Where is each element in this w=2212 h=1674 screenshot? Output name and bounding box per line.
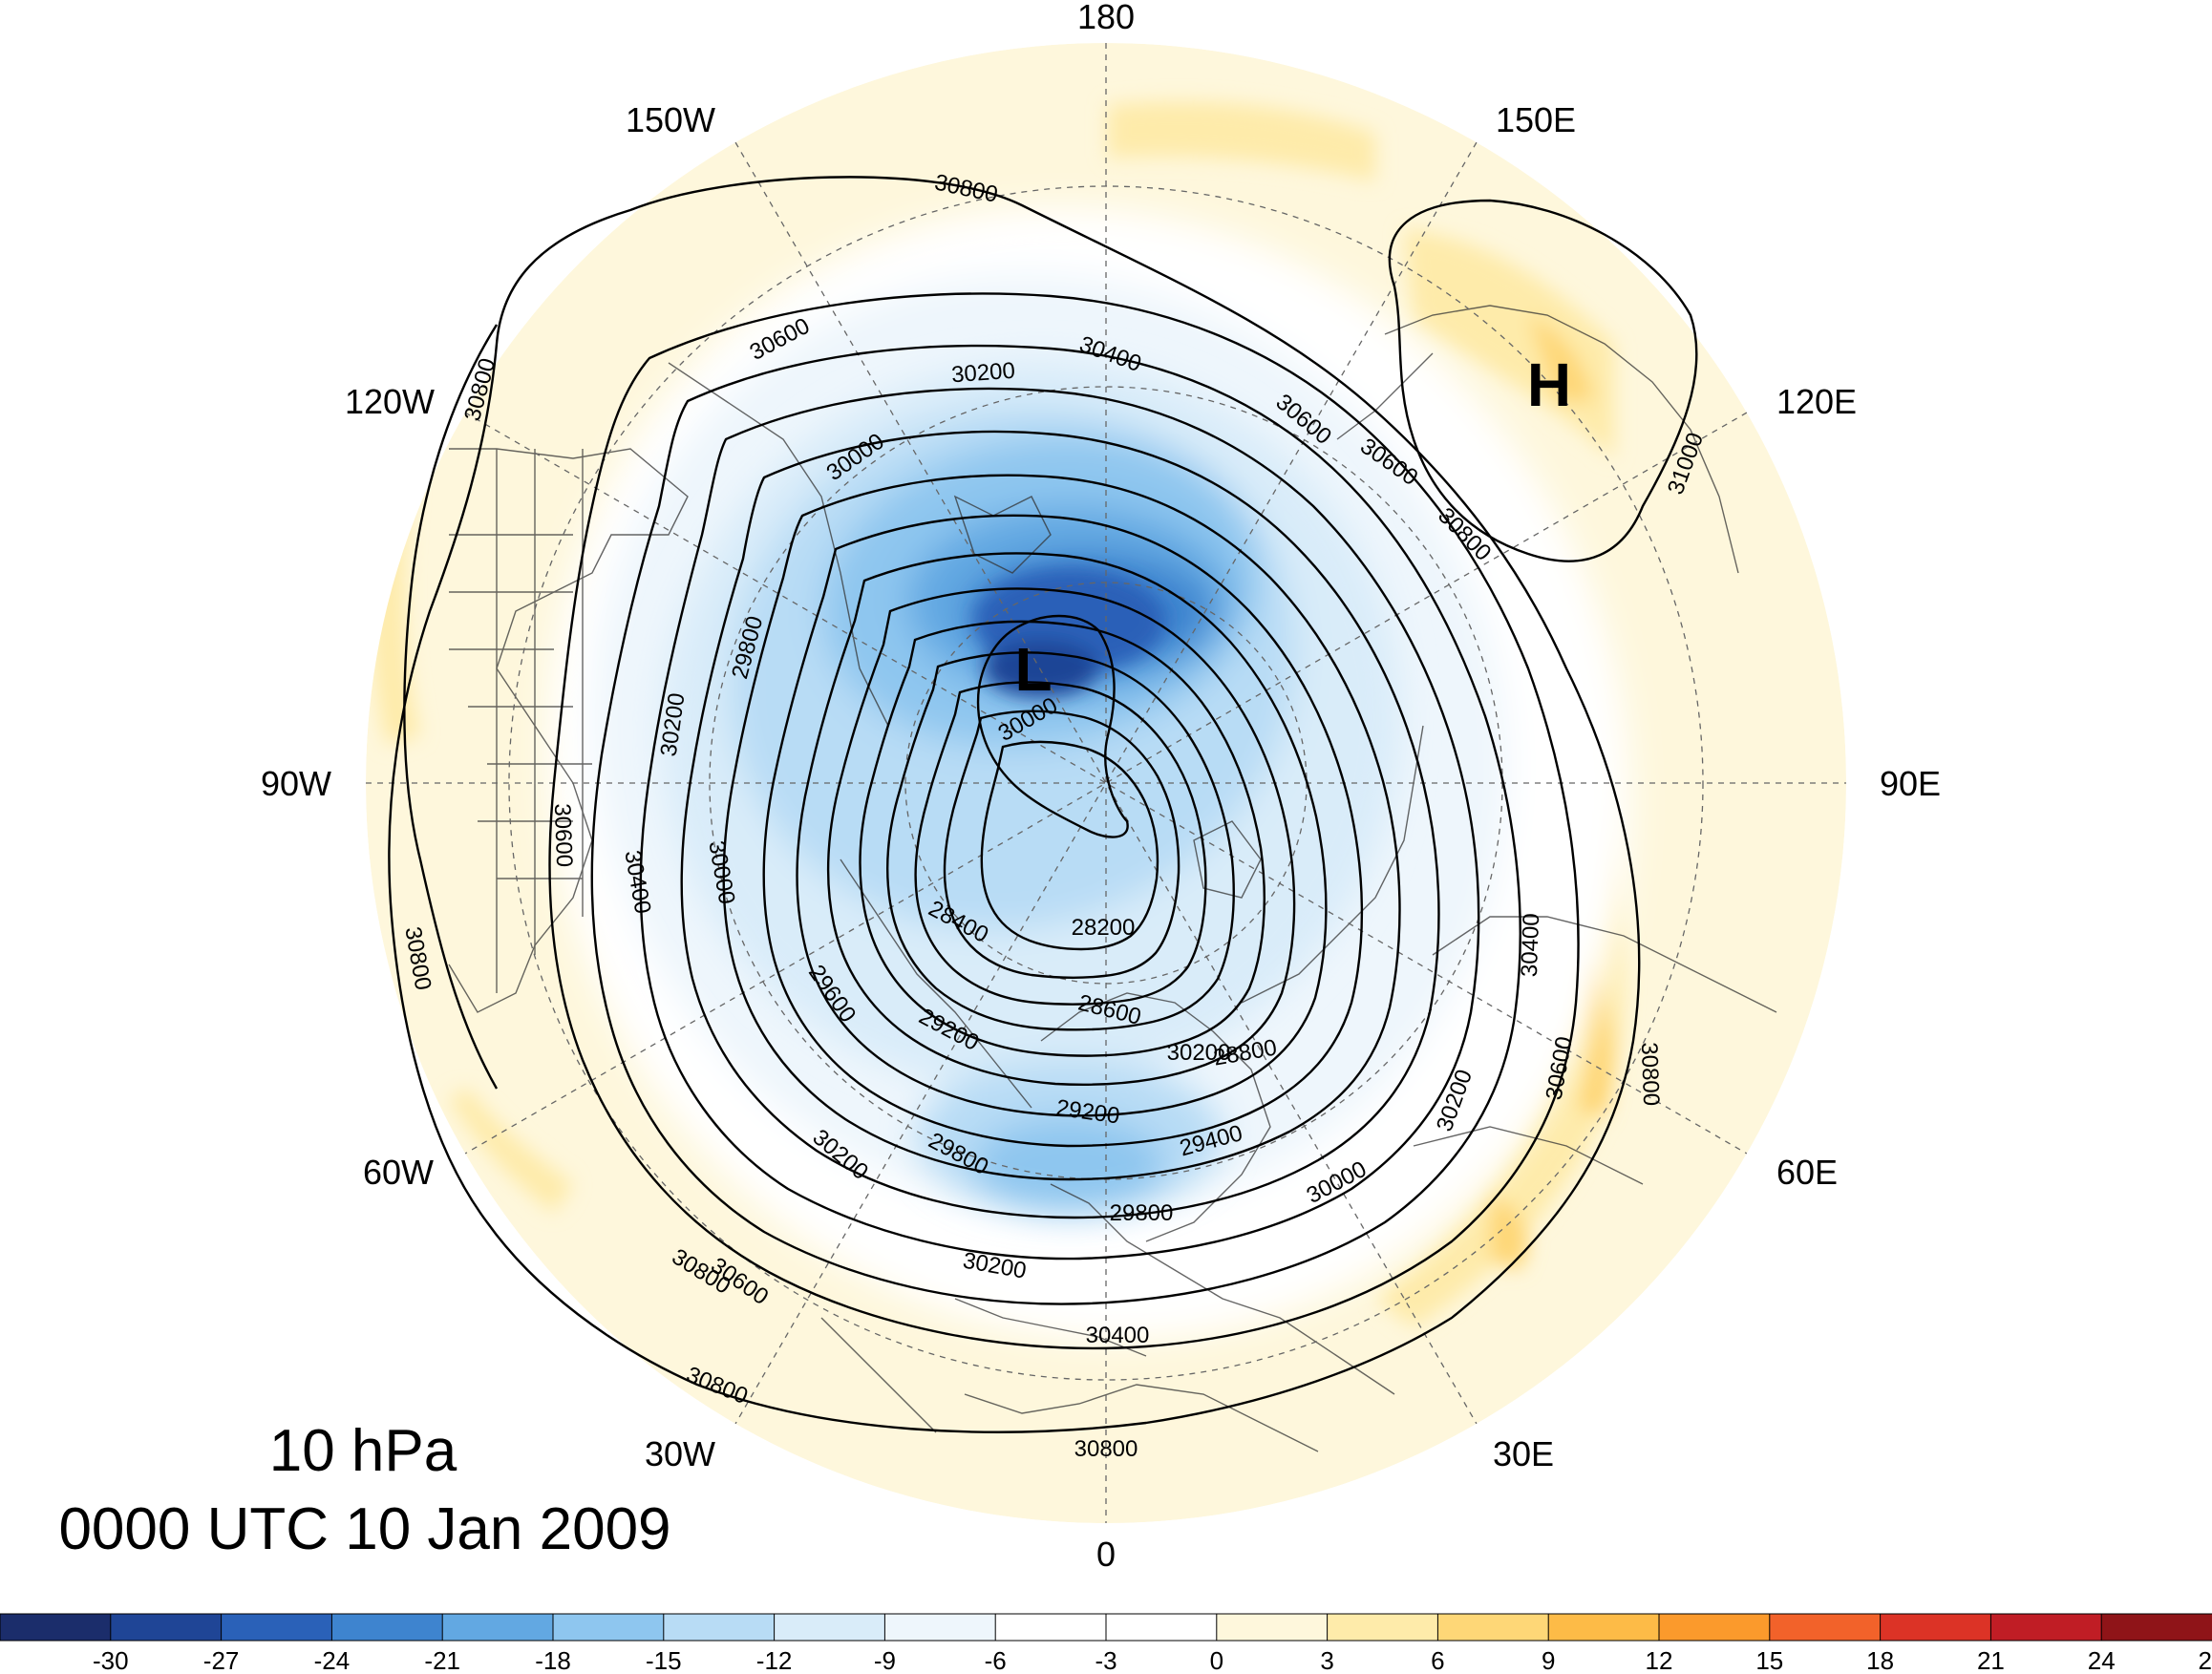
contour-29600 bbox=[762, 514, 1364, 1148]
colorbar-swatch bbox=[0, 1613, 112, 1642]
contour-label: 30600 bbox=[549, 803, 577, 868]
colorbar-tick-label: -12 bbox=[756, 1646, 793, 1674]
colorbar: -30 -27 -24 -21 -18 -15 -12 -9 -6 -3 0 3 6 9 12 15 18 21 2… bbox=[0, 1613, 2212, 1674]
contour-28400 bbox=[943, 710, 1180, 980]
colorbar-tick-label: 27 bbox=[2199, 1646, 2212, 1674]
contour-30800-left bbox=[403, 324, 499, 1090]
contour-31000-high bbox=[1388, 199, 1698, 562]
lon-label-120w: 120W bbox=[345, 382, 435, 421]
contour-30400 bbox=[590, 344, 1521, 1305]
colorbar-tick-label: 9 bbox=[1542, 1646, 1555, 1674]
colorbar-tick-label: 0 bbox=[1210, 1646, 1223, 1674]
colorbar-swatch bbox=[110, 1613, 223, 1642]
coastlines bbox=[448, 305, 1777, 1452]
colorbar-swatch bbox=[1105, 1613, 1218, 1642]
colorbar-swatch bbox=[221, 1613, 333, 1642]
colorbar-tick-label: 24 bbox=[2088, 1646, 2116, 1674]
colorbar-swatch bbox=[1880, 1613, 1992, 1642]
colorbar-swatch bbox=[1547, 1613, 1660, 1642]
colorbar-tick-label: 12 bbox=[1646, 1646, 1673, 1674]
colorbar-tick-label: -21 bbox=[424, 1646, 460, 1674]
contour-label: 30200 bbox=[950, 358, 1015, 389]
temperature-anomaly-shading bbox=[366, 43, 1846, 1523]
contour-label: 30800 bbox=[1636, 1042, 1664, 1107]
contour-28600 bbox=[914, 681, 1207, 1006]
colorbar-swatch bbox=[1327, 1613, 1439, 1642]
lon-label-120e: 120E bbox=[1776, 382, 1857, 421]
longitude-labels: 180 150E 120E 90E 60E 30E 0 30W 60W 90W … bbox=[261, 0, 1941, 1574]
colorbar-tick-label: 3 bbox=[1320, 1646, 1333, 1674]
low-center-label: L bbox=[1014, 635, 1052, 704]
colorbar-swatch bbox=[330, 1613, 444, 1642]
contour-label: 29800 bbox=[1110, 1200, 1174, 1226]
lon-label-30e: 30E bbox=[1493, 1434, 1554, 1473]
contour-label: 30400 bbox=[1517, 913, 1544, 978]
colorbar-swatch bbox=[2100, 1613, 2212, 1642]
contour-label: 30800 bbox=[1074, 1436, 1138, 1462]
contour-30600 bbox=[548, 292, 1580, 1350]
valid-time-title: 0000 UTC 10 Jan 2009 bbox=[58, 1496, 670, 1562]
lon-label-90e: 90E bbox=[1880, 764, 1941, 803]
contour-30200 bbox=[639, 387, 1480, 1261]
contour-28200 bbox=[980, 740, 1159, 951]
pressure-level-title: 10 hPa bbox=[269, 1418, 457, 1484]
lon-label-150e: 150E bbox=[1496, 100, 1576, 139]
lon-label-0: 0 bbox=[1096, 1535, 1116, 1574]
contour-label: 30400 bbox=[1086, 1323, 1150, 1348]
height-contours bbox=[388, 176, 1698, 1433]
colorbar-swatch bbox=[774, 1613, 886, 1642]
colorbar-tick-label: -9 bbox=[874, 1646, 896, 1674]
lon-label-30w: 30W bbox=[645, 1434, 715, 1473]
lon-label-180: 180 bbox=[1077, 0, 1135, 36]
colorbar-swatch bbox=[552, 1613, 665, 1642]
contour-29400 bbox=[796, 552, 1328, 1117]
colorbar-tick-label: -6 bbox=[985, 1646, 1007, 1674]
colorbar-tick-label: 18 bbox=[1866, 1646, 1894, 1674]
lon-label-60e: 60E bbox=[1776, 1153, 1838, 1192]
contour-label: 28200 bbox=[1072, 915, 1136, 941]
colorbar-swatch bbox=[441, 1613, 555, 1642]
high-center-label: H bbox=[1527, 350, 1571, 419]
contour-30000 bbox=[680, 430, 1440, 1219]
colorbar-swatch bbox=[663, 1613, 776, 1642]
colorbar-swatch bbox=[1436, 1613, 1550, 1642]
colorbar-tick-label: -24 bbox=[314, 1646, 351, 1674]
contour-28000 bbox=[976, 614, 1129, 838]
contour-label: 30200 bbox=[1167, 1040, 1231, 1066]
colorbar-tick-label: -3 bbox=[1095, 1646, 1117, 1674]
contour-29800 bbox=[722, 474, 1401, 1181]
contour-29200 bbox=[826, 587, 1296, 1086]
colorbar-tick-label: -15 bbox=[646, 1646, 682, 1674]
colorbar-swatch bbox=[994, 1613, 1107, 1642]
colorbar-tick-label: -18 bbox=[535, 1646, 571, 1674]
lon-label-90w: 90W bbox=[261, 764, 331, 803]
colorbar-swatch bbox=[883, 1613, 997, 1642]
colorbar-swatch bbox=[1989, 1613, 2103, 1642]
colorbar-tick-label: 21 bbox=[1977, 1646, 2005, 1674]
lon-label-150w: 150W bbox=[626, 100, 715, 139]
contour-28800 bbox=[886, 651, 1235, 1031]
colorbar-swatch bbox=[1769, 1613, 1882, 1642]
lon-label-60w: 60W bbox=[363, 1153, 434, 1192]
colorbar-tick-label: 15 bbox=[1755, 1646, 1783, 1674]
colorbar-swatch bbox=[1658, 1613, 1771, 1642]
colorbar-tick-label: -27 bbox=[203, 1646, 240, 1674]
colorbar-tick-label: -30 bbox=[93, 1646, 129, 1674]
contour-30800-outer bbox=[388, 176, 1641, 1433]
colorbar-swatch bbox=[1216, 1613, 1329, 1642]
contour-29000 bbox=[859, 620, 1266, 1057]
colorbar-tick-label: 6 bbox=[1431, 1646, 1444, 1674]
